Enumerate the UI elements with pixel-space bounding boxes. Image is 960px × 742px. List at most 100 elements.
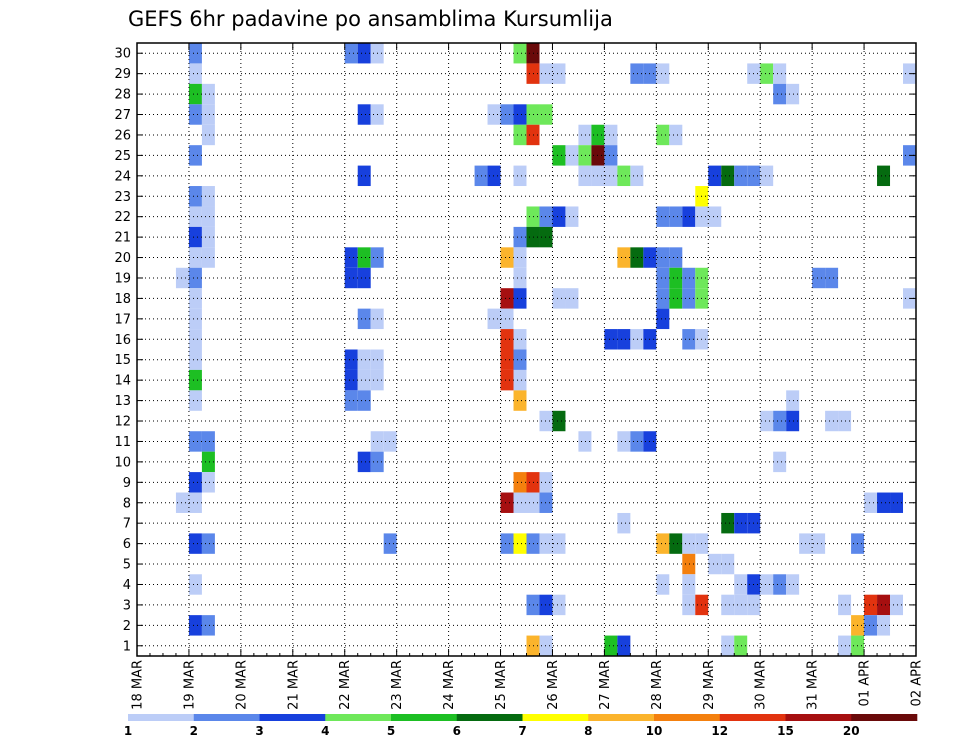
- colorbar-swatch: [851, 714, 918, 721]
- y-tick-label: 4: [123, 578, 131, 593]
- y-tick-label: 30: [114, 47, 131, 62]
- y-tick-label: 6: [123, 537, 131, 552]
- heatmap-cell: [656, 288, 670, 309]
- colorbar-swatch: [785, 714, 852, 721]
- heatmap-cell: [188, 308, 202, 330]
- heatmap-cell: [357, 247, 371, 268]
- heatmap-cell: [513, 329, 527, 350]
- heatmap-cell: [188, 83, 202, 105]
- colorbar-label: 15: [777, 724, 794, 738]
- heatmap-cell: [201, 186, 215, 207]
- heatmap-cell: [552, 594, 566, 616]
- heatmap-cell: [682, 267, 696, 289]
- heatmap-cell: [201, 206, 215, 227]
- heatmap-cell: [656, 206, 670, 227]
- heatmap-cell: [175, 267, 189, 289]
- heatmap-cell: [812, 533, 826, 554]
- heatmap-cell: [786, 83, 800, 105]
- colorbar-swatch: [259, 714, 326, 721]
- y-tick-label: 29: [114, 67, 131, 82]
- heatmap-cell: [669, 267, 683, 289]
- heatmap-cell: [617, 512, 631, 534]
- heatmap-cell: [552, 288, 566, 309]
- heatmap-cell: [201, 451, 215, 473]
- heatmap-cell: [669, 288, 683, 309]
- heatmap-cell: [188, 43, 202, 64]
- heatmap-cell: [721, 165, 735, 187]
- heatmap-cell: [357, 267, 371, 289]
- heatmap-cell: [617, 329, 631, 350]
- heatmap-cell: [682, 288, 696, 309]
- colorbar-swatch: [522, 714, 589, 721]
- heatmap-cell: [656, 247, 670, 268]
- x-tick-label: 02 APR: [910, 660, 925, 706]
- y-axis-ticks: 1234567891011121314151617181920212223242…: [114, 47, 916, 654]
- heatmap-cell: [344, 43, 358, 64]
- heatmap-cell: [526, 104, 540, 125]
- heatmap-cell: [786, 574, 800, 595]
- heatmap-cell: [344, 349, 358, 370]
- heatmap-cell: [357, 165, 371, 187]
- heatmap-cell: [604, 165, 618, 187]
- heatmap-cell: [877, 615, 891, 636]
- heatmap-cell: [188, 574, 202, 595]
- colorbar-swatch: [654, 714, 721, 721]
- heatmap-cell: [201, 472, 215, 493]
- colorbar-label: 20: [843, 724, 860, 738]
- heatmap-cell: [721, 635, 735, 656]
- heatmap-cell: [188, 145, 202, 166]
- y-tick-label: 12: [114, 415, 131, 430]
- heatmap-cell: [357, 43, 371, 64]
- heatmap-cell: [890, 594, 904, 616]
- y-tick-label: 1: [123, 639, 131, 654]
- heatmap-cell: [773, 410, 787, 432]
- heatmap-cell: [201, 615, 215, 636]
- heatmap-cell: [188, 247, 202, 268]
- heatmap-cell: [201, 83, 215, 105]
- heatmap-cell: [357, 369, 371, 391]
- heatmap-cell: [682, 533, 696, 554]
- heatmap-cell: [656, 308, 670, 330]
- colorbar-swatch: [719, 714, 786, 721]
- heatmap-cell: [877, 492, 891, 513]
- y-tick-label: 3: [123, 598, 131, 613]
- heatmap-cell: [552, 533, 566, 554]
- heatmap-cell: [825, 267, 839, 289]
- heatmap-cell: [513, 247, 527, 268]
- heatmap-cell: [513, 533, 527, 554]
- colorbar-label: 3: [255, 724, 263, 738]
- x-tick-label: 27 MAR: [598, 660, 613, 710]
- heatmap-cell: [487, 104, 501, 125]
- heatmap-cell: [513, 369, 527, 391]
- heatmap-cell: [552, 145, 566, 166]
- heatmap-cell: [708, 553, 722, 575]
- colorbar-swatch: [391, 714, 458, 721]
- colorbar-swatch: [456, 714, 523, 721]
- heatmap-cell: [500, 533, 514, 554]
- heatmap-cell: [357, 451, 371, 473]
- heatmap-cell: [565, 206, 579, 227]
- heatmap-cell: [344, 390, 358, 411]
- y-tick-label: 18: [114, 292, 131, 307]
- heatmap-cell: [526, 492, 540, 513]
- heatmap-cell: [604, 329, 618, 350]
- y-tick-label: 25: [114, 149, 131, 164]
- colorbar-swatch: [193, 714, 260, 721]
- y-tick-label: 28: [114, 88, 131, 103]
- heatmap-cell: [201, 104, 215, 125]
- x-tick-label: 24 MAR: [442, 660, 457, 710]
- heatmap-cell: [734, 594, 748, 616]
- heatmap-cell: [513, 43, 527, 64]
- heatmap-cells: [175, 43, 916, 656]
- heatmap-cell: [188, 349, 202, 370]
- heatmap-cell: [344, 369, 358, 391]
- heatmap-cell: [877, 594, 891, 616]
- heatmap-cell: [734, 512, 748, 534]
- heatmap-cell: [188, 226, 202, 248]
- heatmap-cell: [578, 165, 592, 187]
- y-tick-label: 11: [114, 435, 131, 450]
- y-tick-label: 15: [114, 353, 131, 368]
- heatmap-cell: [526, 226, 540, 248]
- heatmap-cell: [604, 124, 618, 146]
